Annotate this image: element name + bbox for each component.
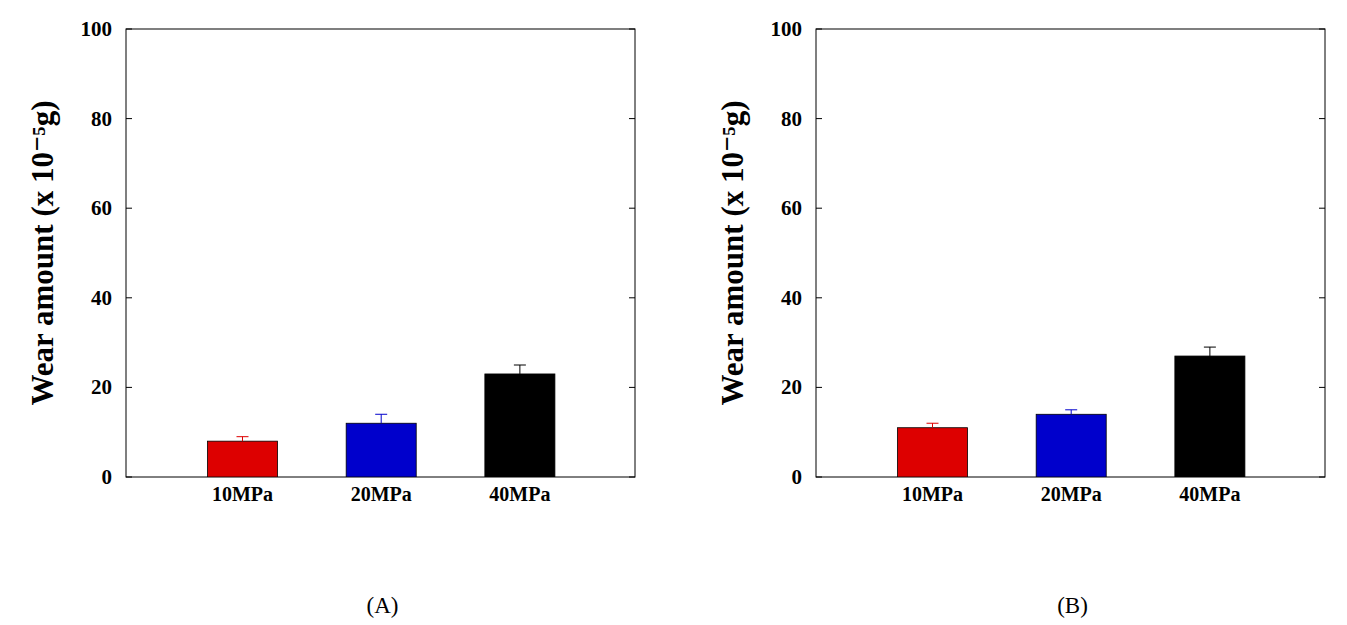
y-axis-label: Wear amount (x 10⁻⁵g): [25, 101, 60, 406]
plot-frame: [816, 29, 1325, 477]
category-label: 10MPa: [902, 483, 963, 505]
bar: [897, 428, 967, 477]
panel-label: (A): [367, 593, 399, 618]
tick: [629, 208, 635, 209]
tick-label: 0: [792, 465, 803, 489]
tick-label: 80: [91, 107, 112, 131]
figure: 0 20 40 60 80 100 Wear amount (x 10⁻⁵g) 10MPa 20…: [0, 0, 1347, 625]
tick: [1319, 387, 1325, 388]
tick: [126, 477, 132, 478]
bars: [897, 347, 1244, 477]
tick: [816, 387, 822, 388]
plot-frame: [126, 29, 635, 477]
tick: [126, 118, 132, 119]
tick: [1319, 477, 1325, 478]
error-bar: [1065, 410, 1077, 414]
tick: [816, 118, 822, 119]
tick-label: 100: [771, 17, 803, 41]
bar: [1036, 414, 1106, 477]
error-line: [932, 423, 933, 427]
error-line: [519, 365, 520, 374]
error-cap: [927, 423, 939, 424]
tick: [816, 297, 822, 298]
category-label: 40MPa: [489, 483, 550, 505]
tick: [126, 297, 132, 298]
tick: [816, 477, 822, 478]
tick-label: 60: [91, 196, 112, 220]
panel: 0 20 40 60 80 100 Wear amount (x 10⁻⁵g) 10MPa 20…: [25, 17, 635, 618]
error-line: [381, 414, 382, 423]
error-cap: [237, 436, 249, 437]
error-cap: [514, 365, 526, 366]
error-bar: [514, 365, 526, 374]
tick: [1319, 29, 1325, 30]
tick-label: 0: [102, 465, 113, 489]
tick-label: 100: [81, 17, 113, 41]
bar: [346, 423, 416, 477]
tick-label: 40: [91, 286, 112, 310]
tick-label: 60: [781, 196, 802, 220]
panel-label: (B): [1057, 593, 1088, 618]
error-cap: [1204, 347, 1216, 348]
tick: [126, 387, 132, 388]
error-line: [1071, 410, 1072, 414]
error-bar: [1204, 347, 1216, 356]
tick: [629, 297, 635, 298]
tick: [816, 208, 822, 209]
error-bar: [375, 414, 387, 423]
error-line: [242, 437, 243, 441]
category-label: 20MPa: [1041, 483, 1102, 505]
tick: [1319, 297, 1325, 298]
bar: [485, 374, 555, 477]
tick: [126, 29, 132, 30]
tick: [1319, 118, 1325, 119]
tick: [629, 387, 635, 388]
error-cap: [375, 414, 387, 415]
tick: [629, 477, 635, 478]
category-label: 10MPa: [212, 483, 273, 505]
tick: [1319, 208, 1325, 209]
category-label: 40MPa: [1179, 483, 1240, 505]
category-label: 20MPa: [351, 483, 412, 505]
bar: [1175, 356, 1245, 477]
y-axis-label: Wear amount (x 10⁻⁵g): [715, 101, 750, 406]
bars: [207, 365, 554, 477]
error-bar: [237, 437, 249, 441]
tick-label: 80: [781, 107, 802, 131]
panel: 0 20 40 60 80 100 Wear amount (x 10⁻⁵g) 10MPa 20…: [715, 17, 1325, 618]
tick-label: 20: [91, 375, 112, 399]
tick-label: 20: [781, 375, 802, 399]
error-line: [1209, 347, 1210, 356]
tick: [816, 29, 822, 30]
tick: [629, 29, 635, 30]
error-bar: [927, 423, 939, 427]
tick: [629, 118, 635, 119]
tick: [126, 208, 132, 209]
tick-label: 40: [781, 286, 802, 310]
bar: [207, 441, 277, 477]
error-cap: [1065, 409, 1077, 410]
